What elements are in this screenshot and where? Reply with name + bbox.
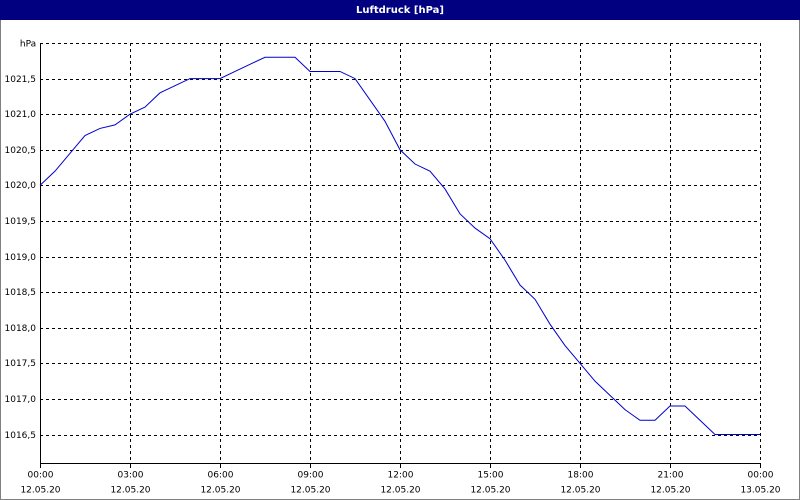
x-tick-date: 12.05.20 (290, 486, 330, 496)
x-tick-date: 13.05.20 (740, 486, 780, 496)
x-tick-label: 09:00 (298, 471, 324, 481)
x-tick-label: 18:00 (568, 471, 594, 481)
y-tick-label: 1021,5 (5, 75, 37, 85)
x-tick-date: 12.05.20 (470, 486, 510, 496)
y-tick-label: 1018,0 (5, 324, 37, 334)
x-tick-label: 00:00 (748, 471, 774, 481)
y-tick-label: 1017,0 (5, 395, 37, 405)
x-tick-date: 12.05.20 (20, 486, 60, 496)
y-tick-label: 1016,5 (5, 431, 37, 441)
data-line (39, 56, 760, 436)
x-tick-label: 12:00 (388, 471, 414, 481)
x-tick-label: 21:00 (658, 471, 684, 481)
x-tick-label: 00:00 (28, 471, 54, 481)
x-tick-label: 03:00 (118, 471, 144, 481)
title-bar (0, 0, 800, 20)
y-tick-label: 1019,5 (5, 217, 37, 227)
y-tick-label: 1018,5 (5, 288, 37, 298)
x-tick-date: 12.05.20 (380, 486, 420, 496)
x-tick-date: 12.05.20 (560, 486, 600, 496)
y-axis-label: hPa (20, 40, 36, 50)
x-tick-date: 12.05.20 (200, 486, 240, 496)
y-tick-label: 1021,0 (5, 110, 37, 120)
x-tick-label: 15:00 (478, 471, 504, 481)
y-tick-label: 1020,5 (5, 146, 37, 156)
y-tick-label: 1017,5 (5, 359, 37, 369)
x-tick-label: 06:00 (208, 471, 234, 481)
x-tick-date: 12.05.20 (110, 486, 150, 496)
chart-title: Luftdruck [hPa] (356, 5, 444, 16)
y-tick-label: 1019,0 (5, 253, 37, 263)
x-tick-date: 12.05.20 (650, 486, 690, 496)
y-tick-label: 1020,0 (5, 181, 37, 191)
